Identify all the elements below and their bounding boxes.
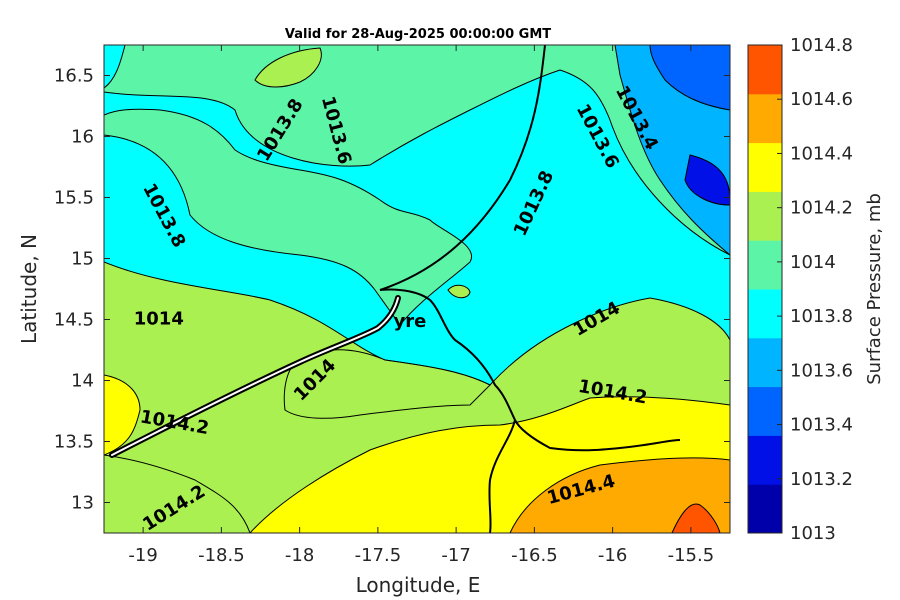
station-label: yre <box>394 311 427 332</box>
y-axis-label: Latitude, N <box>17 234 41 344</box>
plot-frame <box>103 44 731 534</box>
colorbar-frame <box>747 44 783 534</box>
contour-map: 1013.8 1013.61013.810141014.21014.2101410… <box>104 45 730 533</box>
x-tick-label: -18.5 <box>198 545 245 566</box>
y-tick-label: 15.5 <box>54 188 94 209</box>
y-tick-label: 13 <box>71 493 94 514</box>
x-tick-label: -15.5 <box>668 545 715 566</box>
band-1013-6-top <box>104 45 730 256</box>
y-tick-label: 14.5 <box>54 310 94 331</box>
trajectory-line <box>111 297 399 456</box>
colorbar-segment <box>748 337 782 388</box>
band-1013-0 <box>684 154 730 206</box>
band-1014-0-island <box>254 47 322 88</box>
y-tick-label: 14 <box>71 371 94 392</box>
colorbar-tick-label: 1014.8 <box>790 35 853 56</box>
band-1014-0-tongue <box>283 349 491 419</box>
colorbar-tick-label: 1013.6 <box>790 360 853 381</box>
x-tick-label: -17 <box>441 545 470 566</box>
x-axis: -19 -18.5 -18 -17.5 -17 -16.5 -16 -15.5 <box>128 45 714 566</box>
coastline-senegal <box>379 288 516 421</box>
colorbar-tick-label: 1013.8 <box>790 306 853 327</box>
colorbar-segment <box>748 289 782 339</box>
band-1014-6 <box>671 503 721 533</box>
band-1013-6-middle <box>104 108 473 326</box>
y-axis: 13 13.5 14 14.5 15 15.5 16 16.5 <box>54 66 730 514</box>
y-tick-label: 16.5 <box>54 66 94 87</box>
colorbar-tick-label: 1014.6 <box>790 89 853 110</box>
colorbar-tick-label: 1013 <box>790 523 836 544</box>
x-tick-label: -16.5 <box>511 545 558 566</box>
x-tick-label: -17.5 <box>355 545 402 566</box>
colorbar-tick-label: 1013.2 <box>790 469 853 490</box>
colorbar-segment <box>748 240 782 290</box>
y-tick-label: 16 <box>71 127 94 148</box>
colorbar-segment <box>748 45 782 95</box>
coastline-north <box>379 45 546 291</box>
contour-label: 1014 <box>134 309 184 330</box>
y-tick-label: 15 <box>71 249 94 270</box>
colorbar-segment <box>748 435 782 485</box>
coastline-south <box>488 419 516 533</box>
y-tick-label: 13.5 <box>54 432 94 453</box>
band-1013-2 <box>649 45 730 111</box>
band-1014-0-left <box>104 454 251 533</box>
colorbar-tick-label: 1013.4 <box>790 415 853 436</box>
band-1014-0-spot <box>447 284 471 299</box>
coastline <box>109 45 681 533</box>
colorbar-segment <box>748 191 782 241</box>
gambia-river <box>514 419 681 452</box>
contour-bands <box>104 45 730 533</box>
x-tick-label: -19 <box>128 545 157 566</box>
colorbar-segment <box>748 386 782 436</box>
colorbar: 1013 1013.2 1013.4 1013.6 1013.8 1014 1014.2 10… <box>747 35 853 544</box>
chart-title: Valid for 28-Aug-2025 00:00:00 GMT <box>285 27 551 42</box>
colorbar-tick-label: 1014.2 <box>790 198 853 219</box>
colorbar-tick-label: 1014.4 <box>790 143 853 164</box>
colorbar-tick-label: 1014 <box>790 252 836 273</box>
x-tick-label: -18 <box>285 545 314 566</box>
colorbar-segment <box>748 484 782 534</box>
x-axis-label: Longitude, E <box>356 573 481 597</box>
colorbar-segment <box>748 93 782 144</box>
colorbar-label: Surface Pressure, mb <box>864 193 885 385</box>
band-1014-2-left <box>104 374 141 456</box>
colorbar-segment <box>748 142 782 192</box>
band-1014-4 <box>509 457 730 533</box>
x-tick-label: -16 <box>598 545 627 566</box>
